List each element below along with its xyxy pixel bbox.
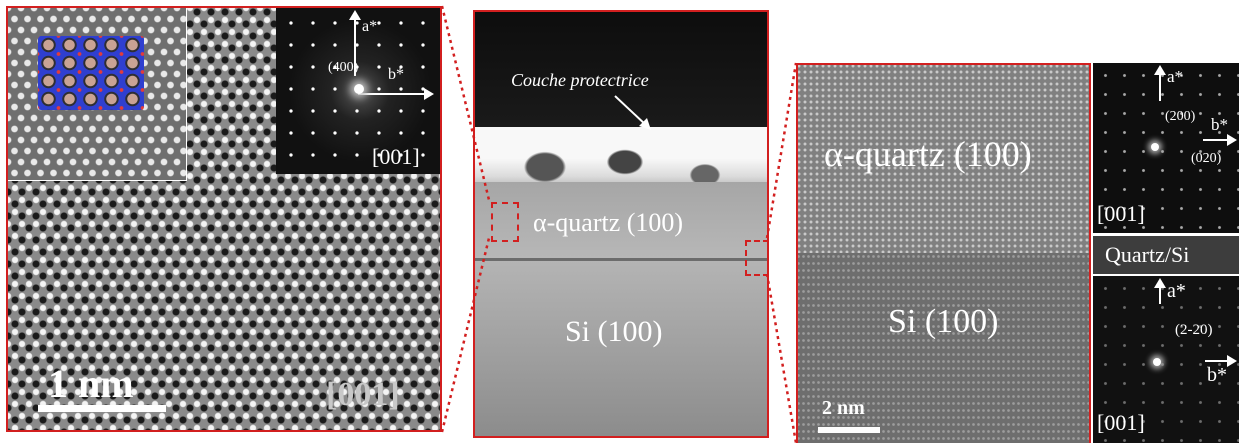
a-star-arrow-icon: [1154, 278, 1166, 304]
fft-label-b: b*: [388, 66, 404, 83]
fft-spots: [1093, 63, 1239, 233]
a-star-arrow-icon: [1154, 65, 1166, 101]
fft-center: [1151, 143, 1159, 151]
fft-spot-label: (400): [328, 60, 359, 75]
structure-overlay-inset: [8, 8, 187, 181]
atomic-lattice-image: a* b* (400) [001] 1 nm [001]: [6, 6, 442, 432]
quartz-lattice: [796, 63, 1091, 259]
vacuum-region: [475, 12, 767, 137]
fft-zone: [001]: [1097, 410, 1145, 435]
coating-label: Couche protectrice: [511, 70, 649, 90]
fft-quartz: a* b* (200) (020) [001]: [1093, 63, 1239, 233]
fft-label-b: b*: [1207, 364, 1227, 386]
scale-bar: [38, 405, 166, 412]
crystal-model-overlay: [38, 36, 144, 110]
quartz-label: α-quartz (100): [533, 208, 684, 237]
fft-label-b: b*: [1211, 115, 1228, 134]
fft-inset-top-right: a* b* (400) [001]: [276, 8, 440, 174]
silicon-lattice: [796, 253, 1091, 443]
fft-spots: [1093, 276, 1239, 443]
interface-line: [475, 258, 767, 261]
hrtem-interface-image: α-quartz (100) Si (100) 2 nm: [796, 63, 1091, 443]
fft-spot: (2-20): [1175, 322, 1213, 338]
fft-label-a: a*: [1167, 280, 1186, 302]
fft-spot-1: (200): [1165, 109, 1196, 124]
fft-label-a: a*: [362, 18, 378, 35]
zoom-region-left: [491, 202, 519, 242]
fft-interface: a* (2-20) b* [001]: [1093, 276, 1239, 443]
fft-center: [1153, 358, 1161, 366]
fft-spot-2: (020): [1191, 151, 1222, 166]
zone-axis-label: [001]: [326, 376, 400, 413]
si-label: Si (100): [565, 315, 663, 348]
cross-section-image: Couche protectrice α-quartz (100) Si (10…: [473, 10, 769, 438]
fft-zone: [001]: [1097, 201, 1145, 226]
interface-label: Quartz/Si: [1105, 242, 1190, 267]
silicon-substrate: [475, 260, 767, 436]
b-star-arrow-icon: [1205, 355, 1237, 367]
scale-label: 2 nm: [822, 397, 865, 419]
quartz-layer: [475, 182, 767, 262]
interface-label-band: Quartz/Si: [1093, 236, 1239, 274]
fft-label-a: a*: [1167, 67, 1184, 86]
si-label: Si (100): [888, 303, 999, 340]
b-star-arrow-icon: [358, 88, 434, 100]
b-star-arrow-icon: [1203, 134, 1237, 146]
scale-bar: [818, 427, 880, 433]
scale-label: 1 nm: [48, 361, 134, 406]
fft-zone-label: [001]: [372, 144, 420, 169]
coating-arrow-icon: [614, 95, 651, 130]
quartz-label: α-quartz (100): [824, 134, 1032, 174]
a-star-arrow-icon: [349, 10, 361, 76]
zoom-region-right: [745, 240, 767, 276]
